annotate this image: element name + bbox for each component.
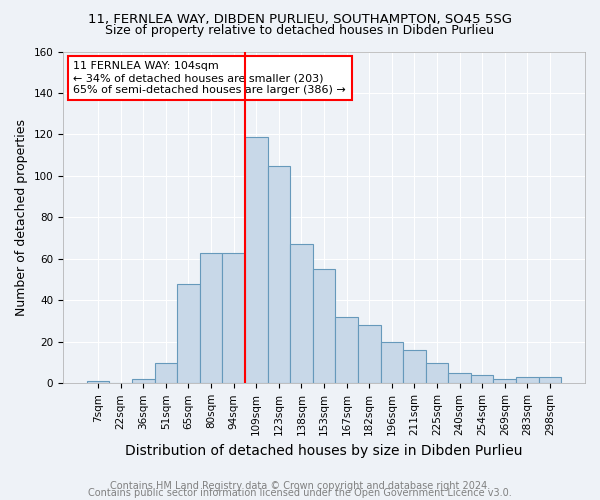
Text: Size of property relative to detached houses in Dibden Purlieu: Size of property relative to detached ho… xyxy=(106,24,494,37)
Bar xyxy=(493,379,516,384)
Bar xyxy=(223,252,245,384)
Bar xyxy=(539,377,561,384)
Bar xyxy=(516,377,539,384)
Bar xyxy=(177,284,200,384)
Bar xyxy=(471,375,493,384)
Bar xyxy=(245,136,268,384)
Text: 11 FERNLEA WAY: 104sqm
← 34% of detached houses are smaller (203)
65% of semi-de: 11 FERNLEA WAY: 104sqm ← 34% of detached… xyxy=(73,62,346,94)
Bar xyxy=(87,381,109,384)
Text: 11, FERNLEA WAY, DIBDEN PURLIEU, SOUTHAMPTON, SO45 5SG: 11, FERNLEA WAY, DIBDEN PURLIEU, SOUTHAM… xyxy=(88,12,512,26)
Y-axis label: Number of detached properties: Number of detached properties xyxy=(15,119,28,316)
Bar xyxy=(380,342,403,384)
Text: Contains HM Land Registry data © Crown copyright and database right 2024.: Contains HM Land Registry data © Crown c… xyxy=(110,481,490,491)
Bar xyxy=(268,166,290,384)
X-axis label: Distribution of detached houses by size in Dibden Purlieu: Distribution of detached houses by size … xyxy=(125,444,523,458)
Bar xyxy=(313,270,335,384)
Bar xyxy=(425,362,448,384)
Bar xyxy=(403,350,425,384)
Bar xyxy=(358,326,380,384)
Bar xyxy=(448,373,471,384)
Bar xyxy=(155,362,177,384)
Bar xyxy=(200,252,223,384)
Text: Contains public sector information licensed under the Open Government Licence v3: Contains public sector information licen… xyxy=(88,488,512,498)
Bar xyxy=(335,317,358,384)
Bar xyxy=(290,244,313,384)
Bar xyxy=(132,379,155,384)
